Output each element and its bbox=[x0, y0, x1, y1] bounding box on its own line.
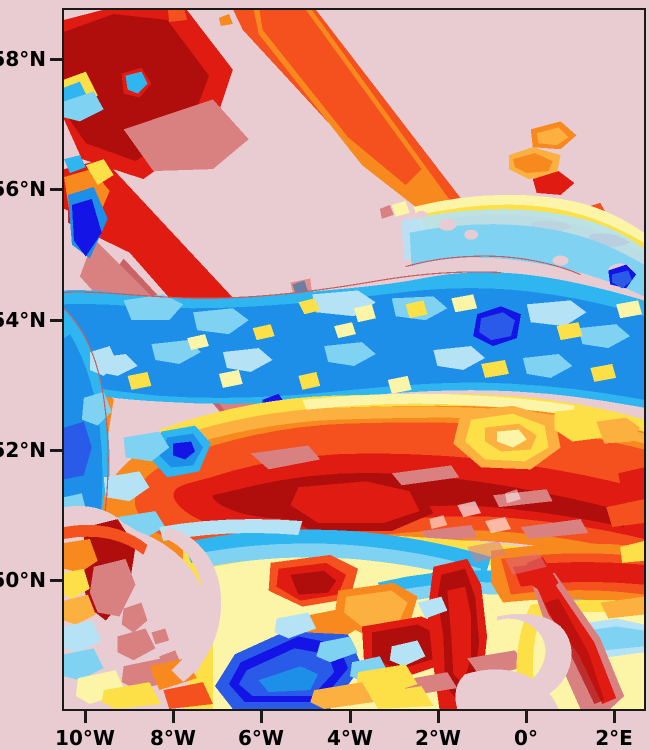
y-tick-mark bbox=[50, 319, 62, 322]
x-tick-mark bbox=[437, 711, 440, 723]
map-plot-area[interactable] bbox=[62, 8, 646, 711]
contour-field bbox=[64, 10, 644, 709]
x-tick-label-0: 0° bbox=[514, 726, 538, 750]
x-tick-label-10w: 10°W bbox=[55, 726, 115, 750]
x-tick-label-4w: 4°W bbox=[327, 726, 373, 750]
y-tick-mark bbox=[50, 188, 62, 191]
northeast-arc bbox=[379, 194, 644, 297]
x-tick-mark bbox=[525, 711, 528, 723]
y-tick-label-52n: 52°N bbox=[0, 438, 46, 462]
x-tick-mark bbox=[613, 711, 616, 723]
y-tick-mark bbox=[50, 58, 62, 61]
cold-band-north bbox=[64, 264, 644, 418]
x-tick-label-6w: 6°W bbox=[238, 726, 284, 750]
x-tick-mark bbox=[260, 711, 263, 723]
y-tick-label-54n: 54°N bbox=[0, 308, 46, 332]
x-tick-mark bbox=[349, 711, 352, 723]
y-tick-mark bbox=[50, 449, 62, 452]
south-nodata bbox=[455, 613, 572, 709]
y-tick-label-50n: 50°N bbox=[0, 568, 46, 592]
x-tick-label-2e: 2°E bbox=[595, 726, 633, 750]
y-tick-mark bbox=[50, 579, 62, 582]
land-mask-areas bbox=[64, 505, 222, 709]
x-tick-mark bbox=[172, 711, 175, 723]
x-tick-label-8w: 8°W bbox=[150, 726, 196, 750]
x-tick-label-2w: 2°W bbox=[415, 726, 461, 750]
y-tick-label-58n: 58°N bbox=[0, 47, 46, 71]
x-tick-mark bbox=[84, 711, 87, 723]
y-tick-label-56n: 56°N bbox=[0, 177, 46, 201]
interior-land-pink bbox=[467, 540, 547, 575]
